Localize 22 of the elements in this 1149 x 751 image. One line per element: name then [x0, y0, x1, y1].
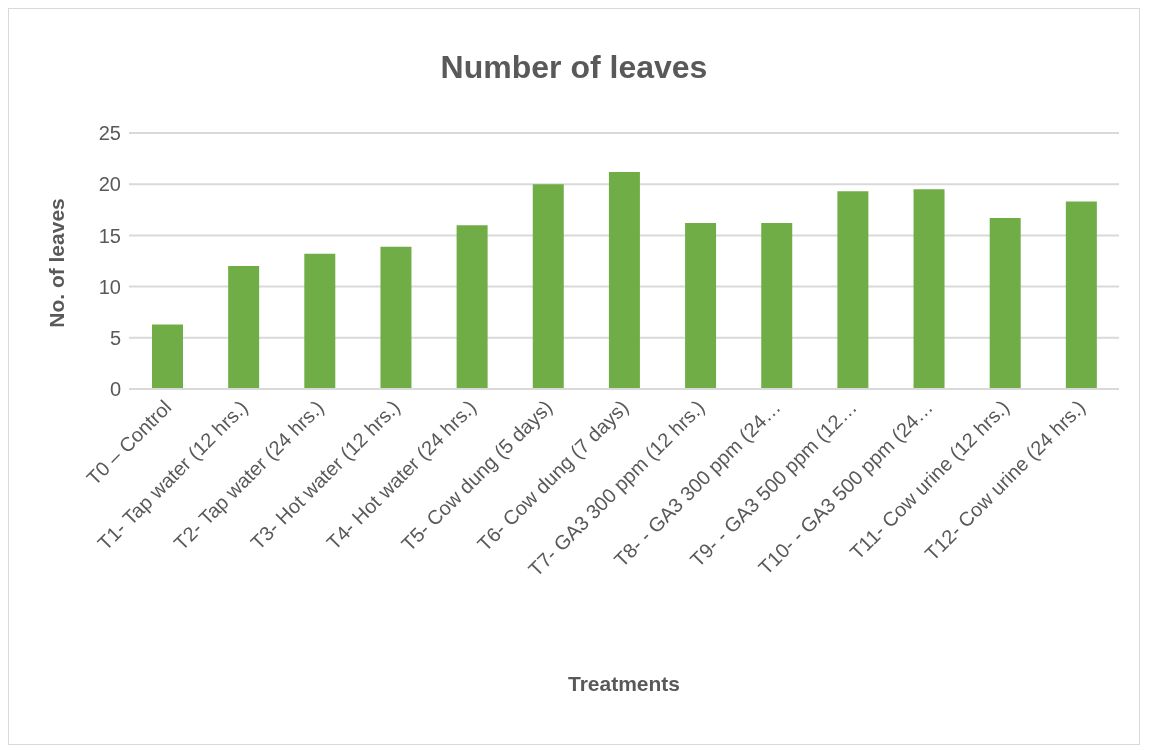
y-tick-label: 0 [109, 378, 121, 401]
bar [1065, 201, 1097, 389]
bar [304, 253, 336, 389]
y-tick-label: 5 [109, 326, 121, 349]
bar [532, 184, 564, 389]
x-axis-title: Treatments [567, 672, 681, 695]
y-tick-label: 15 [98, 224, 121, 247]
y-tick-label: 25 [98, 122, 121, 145]
bar [608, 171, 640, 389]
bar [152, 324, 183, 389]
bar [456, 225, 488, 389]
y-tick-label: 20 [98, 173, 121, 196]
bar [228, 266, 260, 389]
bar [989, 217, 1021, 389]
bar [380, 246, 412, 389]
y-tick-label: 10 [98, 275, 121, 298]
chart-title: Number of leaves [439, 49, 709, 86]
y-axis-title: No. of leaves [45, 198, 69, 328]
bar [913, 189, 945, 389]
bar [837, 191, 869, 389]
bar [761, 223, 793, 389]
bar [685, 223, 717, 389]
